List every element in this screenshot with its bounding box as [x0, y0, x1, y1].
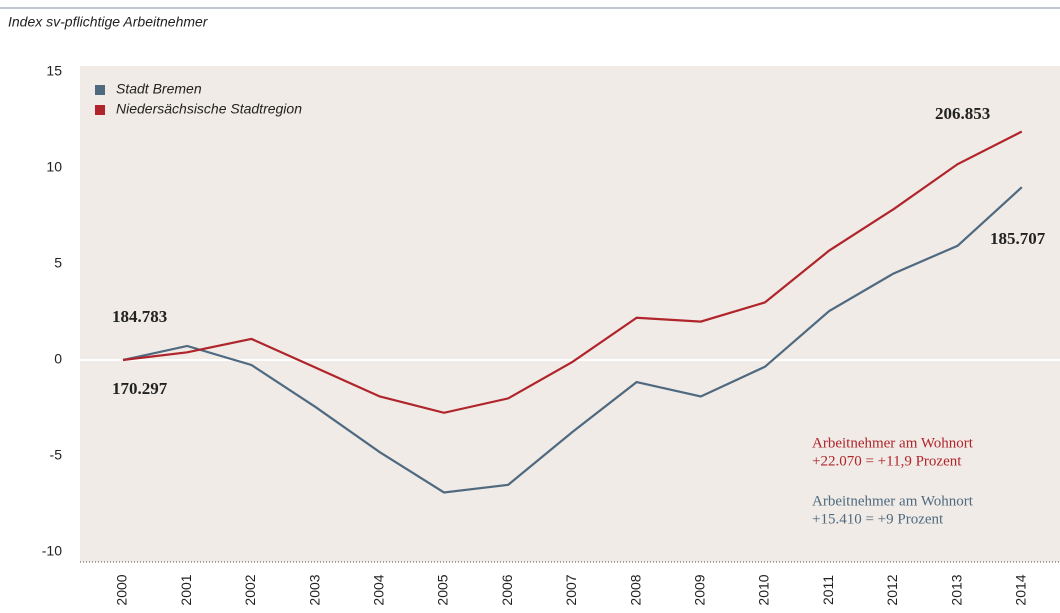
annotation: 185.707 [990, 229, 1046, 248]
plot-background [80, 66, 1060, 562]
legend-label: Stadt Bremen [116, 81, 202, 97]
y-tick-label: 5 [54, 255, 62, 271]
x-tick-label: 2003 [306, 574, 322, 605]
x-tick-label: 2005 [435, 574, 451, 605]
x-tick-label: 2004 [371, 574, 387, 605]
y-tick-label: 15 [46, 63, 62, 79]
x-tick-label: 2009 [692, 574, 708, 605]
series-line [122, 130, 1023, 414]
annotation: +15.410 = +9 Prozent [812, 511, 944, 527]
series-line [122, 186, 1023, 494]
annotation: 170.297 [112, 379, 168, 398]
x-tick-label: 2013 [948, 574, 964, 605]
x-tick-label: 2007 [563, 574, 579, 605]
legend-swatch [95, 85, 105, 95]
x-tick-label: 2000 [114, 574, 130, 605]
chart-subtitle: Index sv-pflichtige Arbeitnehmer [8, 14, 209, 30]
annotation: Arbeitnehmer am Wohnort [812, 493, 974, 509]
legend-swatch [95, 105, 105, 115]
y-tick-label: -10 [42, 543, 62, 559]
x-tick-label: 2012 [884, 574, 900, 605]
y-tick-label: 0 [54, 351, 62, 367]
x-tick-label: 2011 [820, 575, 836, 605]
x-tick-label: 2006 [499, 574, 515, 605]
x-tick-label: 2001 [178, 574, 194, 605]
y-tick-label: -5 [50, 447, 63, 463]
annotation: 184.783 [112, 307, 167, 326]
x-tick-label: 2002 [242, 574, 258, 605]
x-tick-label: 2008 [627, 574, 643, 605]
annotation: +22.070 = +11,9 Prozent [812, 453, 962, 469]
x-tick-label: 2010 [756, 574, 772, 605]
legend-label: Niedersächsische Stadtregion [116, 101, 302, 117]
y-tick-label: 10 [46, 159, 62, 175]
annotation: Arbeitnehmer am Wohnort [812, 435, 974, 451]
x-tick-label: 2014 [1013, 574, 1029, 605]
annotation: 206.853 [935, 104, 990, 123]
